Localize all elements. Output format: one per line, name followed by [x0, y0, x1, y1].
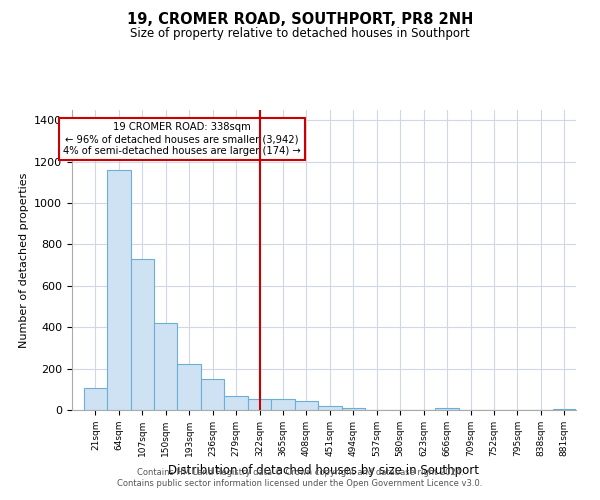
Bar [201, 379, 224, 410]
Bar [84, 388, 107, 410]
Text: 19, CROMER ROAD, SOUTHPORT, PR8 2NH: 19, CROMER ROAD, SOUTHPORT, PR8 2NH [127, 12, 473, 28]
Bar [341, 408, 365, 410]
Bar [224, 396, 248, 410]
Bar [318, 406, 341, 410]
Text: Size of property relative to detached houses in Southport: Size of property relative to detached ho… [130, 28, 470, 40]
Bar [553, 409, 576, 410]
Bar [248, 398, 271, 410]
Bar [295, 402, 318, 410]
Bar [154, 323, 178, 410]
Bar [271, 398, 295, 410]
Y-axis label: Number of detached properties: Number of detached properties [19, 172, 29, 348]
Text: 19 CROMER ROAD: 338sqm
← 96% of detached houses are smaller (3,942)
4% of semi-d: 19 CROMER ROAD: 338sqm ← 96% of detached… [64, 122, 301, 156]
Bar [178, 364, 201, 410]
Bar [107, 170, 131, 410]
Bar [131, 259, 154, 410]
Text: Contains HM Land Registry data © Crown copyright and database right 2024.
Contai: Contains HM Land Registry data © Crown c… [118, 468, 482, 487]
X-axis label: Distribution of detached houses by size in Southport: Distribution of detached houses by size … [169, 464, 479, 477]
Bar [436, 408, 459, 410]
